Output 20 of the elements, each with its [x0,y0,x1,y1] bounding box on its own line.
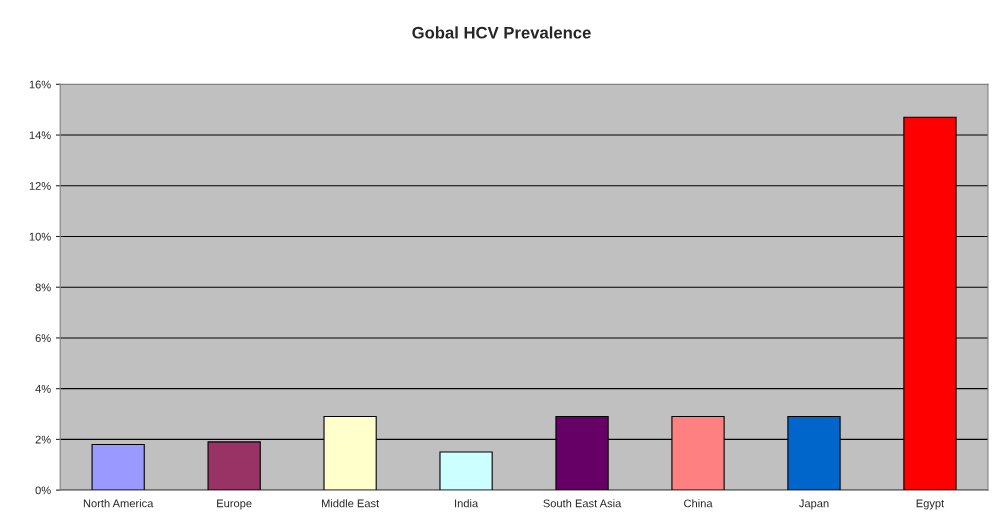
chart-title: Gobal HCV Prevalence [412,26,591,39]
bar [439,451,493,491]
y-tick-label: 4% [35,384,51,393]
x-tick-label: Egypt [916,499,945,510]
y-tick-label: 6% [35,334,51,343]
y-tick-label: 2% [35,435,51,444]
y-tick-label: 12% [29,182,51,190]
bar [91,443,145,491]
x-tick-label: Europe [217,499,252,510]
y-tick-label: 10% [29,232,51,241]
x-tick-label: Middle East [322,499,380,508]
x-tick-label: North America [83,499,154,508]
y-tick-label: 16% [29,80,51,89]
y-tick-label: 14% [29,131,51,140]
x-tick-label: South East Asia [543,499,622,508]
y-tick-label: 8% [35,283,51,292]
x-tick-label: India [455,499,479,508]
y-tick-label: 0% [35,486,51,495]
x-tick-label: Japan [799,499,829,510]
x-tick-label: China [684,499,713,508]
